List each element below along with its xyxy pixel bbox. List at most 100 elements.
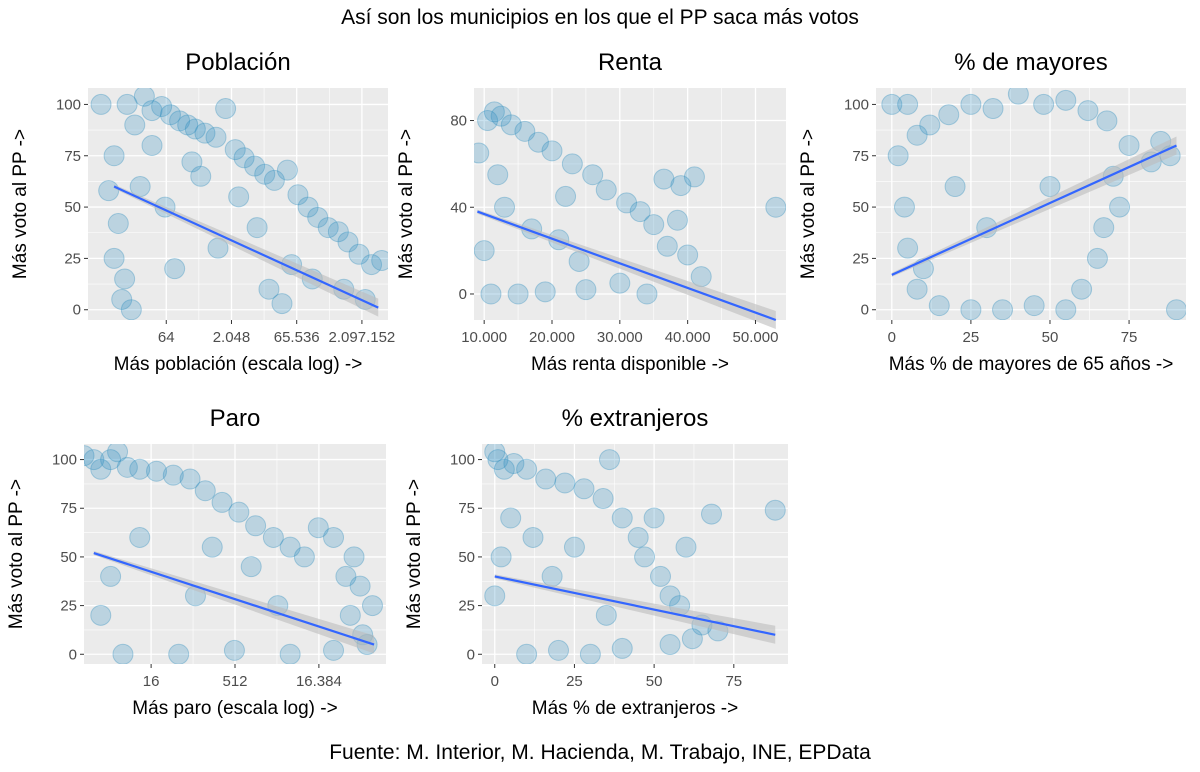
scatter-point [129, 526, 151, 548]
scatter-points [474, 101, 786, 305]
scatter-point [893, 196, 915, 218]
scatter-point [681, 628, 703, 650]
panel-2: 0 40 80 10.000 20.000 30.000 40.000 50.000 Renta… [396, 49, 786, 375]
y-tick-label: 0 [69, 646, 77, 663]
scatter-point [643, 507, 665, 529]
scatter-point [881, 93, 903, 115]
scatter-point [164, 258, 186, 280]
y-axis-label: Más voto al PP -> [6, 479, 27, 629]
scatter-point [84, 449, 105, 471]
scatter-point [611, 637, 633, 659]
scatter-point [561, 153, 583, 175]
x-tick-label: 16 [143, 673, 160, 690]
x-tick-label: 50 [1042, 329, 1059, 346]
scatter-point [599, 449, 620, 471]
scatter-point [224, 139, 246, 161]
x-axis-label: Más población (escala log) -> [114, 354, 363, 375]
panel-5: 0 25 50 75 100 0 25 50 75 % extranjeros Más % de e… [404, 405, 788, 719]
x-tick-label: 64 [158, 329, 175, 346]
scatter-point [575, 279, 597, 301]
x-axis-label: Más paro (escala log) -> [132, 698, 337, 719]
scatter-point [595, 179, 617, 201]
trend-line [494, 575, 776, 636]
trend-line [891, 144, 1177, 276]
y-tick-label: 100 [56, 96, 81, 113]
scatter-point [168, 643, 190, 664]
scatter-point [897, 237, 919, 259]
scatter-point [371, 249, 388, 271]
scatter-point [634, 546, 656, 568]
scatter-point [1033, 93, 1055, 115]
scatter-point [141, 134, 163, 156]
scatter-point [1023, 295, 1045, 317]
scatter-point [484, 585, 506, 607]
scatter-point [262, 526, 284, 548]
scatter-point [240, 556, 262, 578]
scatter-point [254, 163, 276, 185]
y-tick-label: 50 [458, 549, 475, 566]
y-tick-label: 0 [467, 646, 475, 663]
x-tick-label: 512 [222, 673, 247, 690]
scatter-point [293, 546, 315, 568]
scatter-point [514, 120, 536, 142]
scatter-points [84, 444, 383, 664]
y-tick-label: 0 [459, 286, 467, 303]
scatter-point [211, 491, 233, 513]
scatter-point [141, 100, 163, 122]
y-tick-label: 25 [60, 598, 77, 615]
scatter-point [133, 88, 155, 107]
y-tick-label: 75 [64, 148, 81, 165]
scatter-point [1086, 247, 1108, 269]
scatter-point [279, 643, 301, 664]
scatter-point [906, 124, 928, 146]
scatter-point [484, 444, 506, 463]
y-tick-label: 100 [844, 96, 869, 113]
scatter-point [500, 507, 522, 529]
y-tick-label: 50 [64, 199, 81, 216]
scatter-point [494, 196, 516, 218]
scatter-point [1093, 217, 1115, 239]
scatter-point [297, 196, 319, 218]
scatter-points [881, 88, 1186, 320]
scatter-point [474, 142, 490, 164]
scatter-point [361, 254, 383, 276]
scatter-point [90, 604, 112, 626]
scatter-point [493, 458, 515, 480]
x-tick-label: 0 [491, 673, 499, 690]
scatter-point [982, 98, 1004, 120]
scatter-point [627, 526, 649, 548]
scatter-point [114, 268, 136, 290]
scatter-point [1077, 100, 1099, 122]
scatter-point [887, 145, 909, 167]
scatter-point [194, 122, 216, 144]
scatter-point [1007, 88, 1029, 105]
scatter-point [348, 243, 370, 265]
scatter-point [656, 235, 678, 257]
scatter-point [100, 565, 122, 587]
scatter-point [534, 281, 556, 303]
scatter-point [343, 546, 365, 568]
panel-1: 0 25 50 75 100 64 2.048 65.536 2.097.152 Població… [10, 49, 395, 375]
scatter-point [670, 175, 692, 197]
scatter-point [701, 503, 722, 525]
scatter-point [906, 278, 928, 300]
y-tick-label: 100 [450, 452, 475, 469]
scatter-point [245, 515, 267, 537]
scatter-point [516, 458, 538, 480]
scatter-point [522, 526, 544, 548]
trend-line [93, 551, 375, 646]
scatter-point [100, 449, 122, 471]
x-axis-label: Más renta disponible -> [531, 354, 729, 375]
scatter-point [181, 151, 203, 173]
x-tick-label: 25 [566, 673, 583, 690]
scatter-point [643, 214, 665, 236]
scatter-point [228, 501, 250, 523]
scatter-point [507, 283, 529, 305]
scatter-point [1055, 299, 1077, 320]
scatter-point [184, 118, 206, 140]
scatter-point [477, 110, 499, 132]
scatter-point [480, 283, 502, 305]
y-tick-label: 25 [64, 250, 81, 267]
scatter-point [307, 517, 329, 539]
x-tick-label: 50.000 [733, 329, 779, 346]
